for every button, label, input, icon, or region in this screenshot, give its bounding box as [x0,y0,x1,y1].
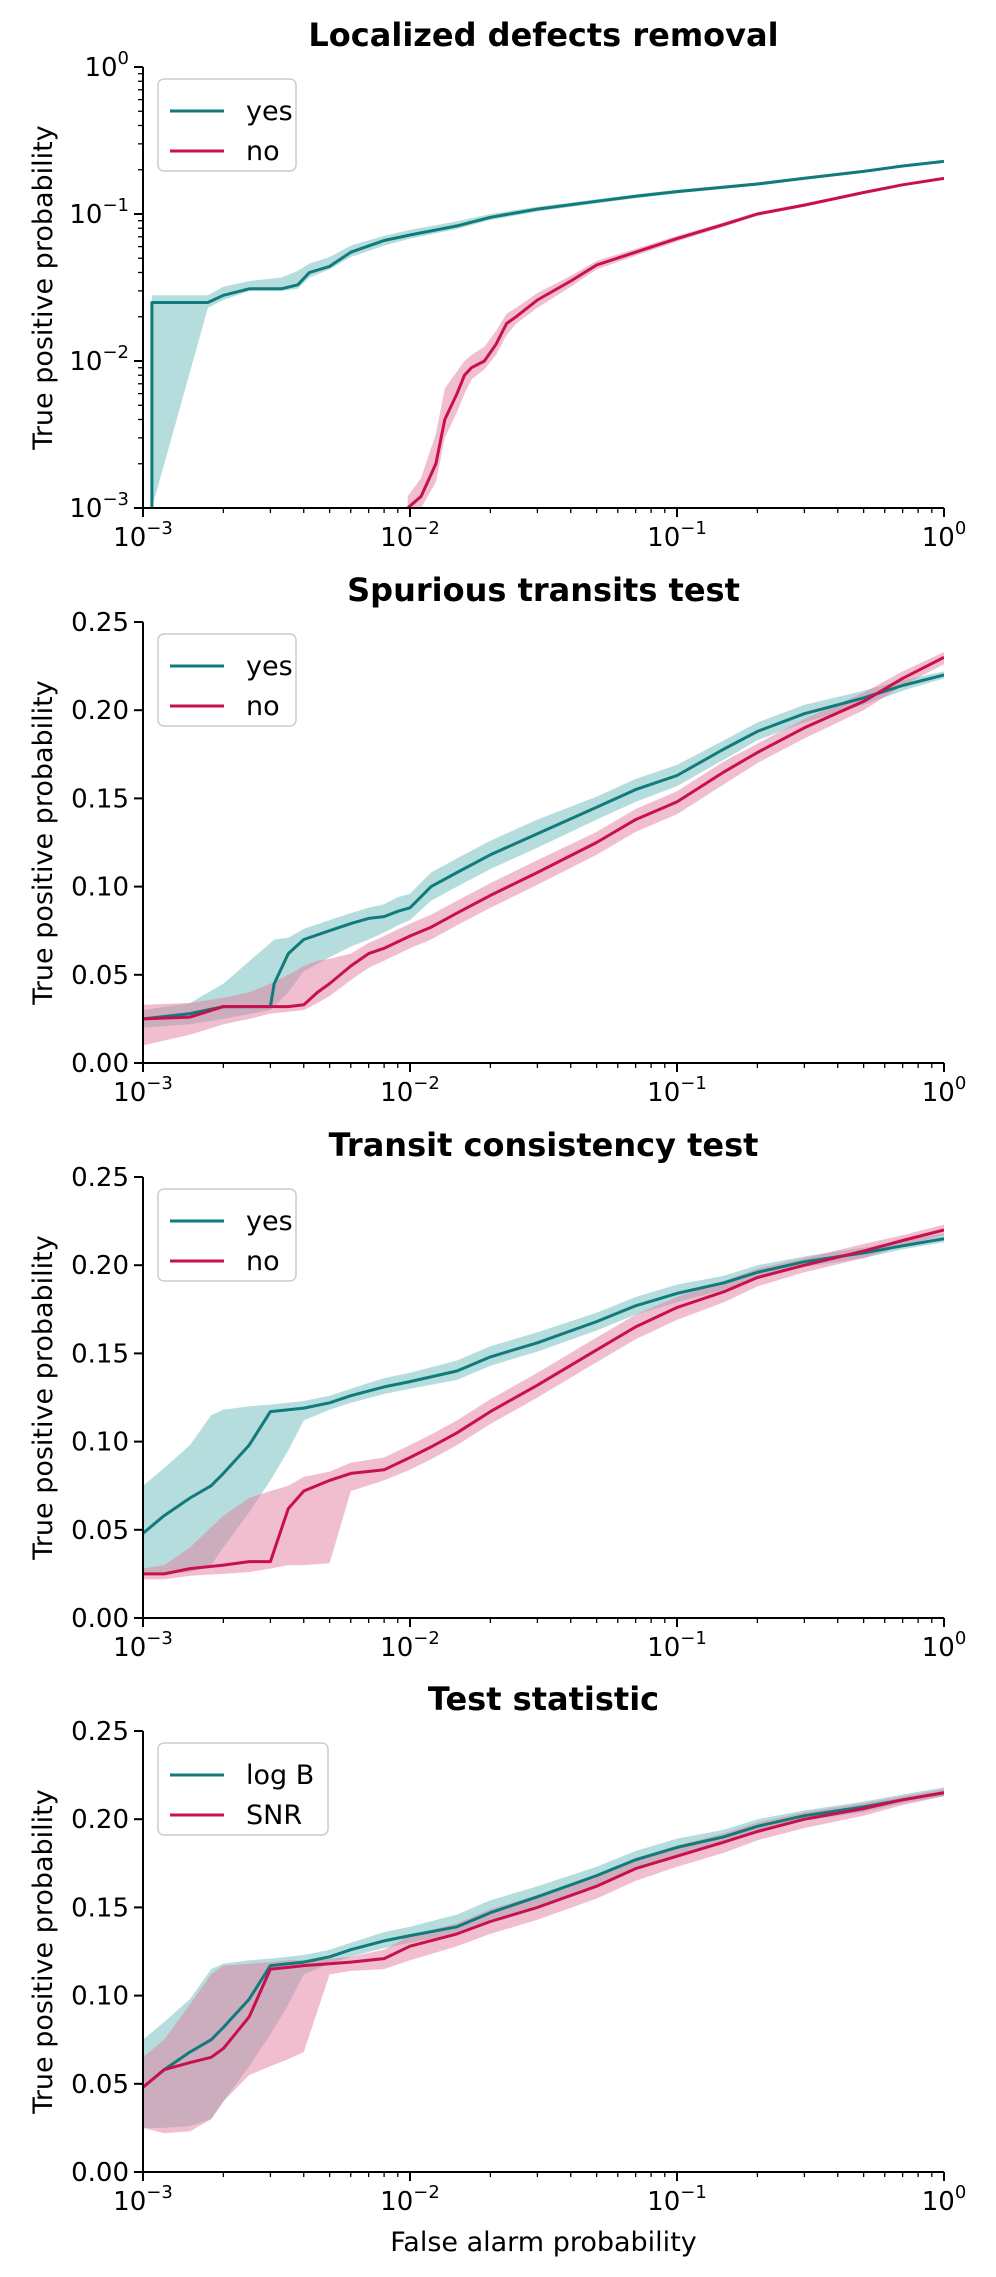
chart-title: Transit consistency test [329,1126,759,1164]
legend: yes no [157,633,297,727]
y-tick-label: 0.10 [71,1982,129,2012]
y-tick-label: 0.00 [71,1604,129,1634]
x-tick-label: 100 [922,1628,967,1663]
x-tick-label: 10−3 [113,1628,173,1663]
legend: yes no [157,78,297,172]
y-tick-label: 0.15 [71,784,129,814]
legend-box [157,1742,329,1836]
x-tick-label: 10−1 [647,1073,707,1108]
y-tick-label: 0.20 [71,1805,129,1835]
x-tick-label: 10−2 [380,1628,440,1663]
x-tick-label: 100 [922,1073,967,1108]
y-tick-label: 0.25 [71,608,129,638]
band-no [143,1224,944,1580]
x-tick-label: 10−2 [380,2182,440,2217]
y-tick-label: 0.10 [71,873,129,903]
legend-label-snr: SNR [246,1800,302,1831]
chart-panel-3: 10−3 10−2 10−1 100 0.00 0.05 0.10 0.15 0.20 0.25 T… [28,1126,966,1663]
series-line-log-b [143,1791,944,2089]
y-tick-label: 10−3 [69,489,129,524]
x-tick-label: 100 [922,2182,967,2217]
y-axis-label: True positive probability [28,1235,59,1560]
series-line-yes [143,673,944,1021]
legend-label-yes: yes [246,96,293,127]
y-tick-label: 100 [84,48,129,83]
legend-label-no: no [246,691,280,722]
x-tick-label: 10−1 [647,2182,707,2217]
series-line-yes [150,159,944,508]
band-yes [143,671,944,1028]
y-axis-label: True positive probability [28,680,59,1005]
x-axis-label: False alarm probability [390,2227,697,2258]
legend: log B SNR [157,1742,329,1836]
legend-label-no: no [246,1246,280,1277]
y-tick-label: 0.05 [71,961,129,991]
legend-box [157,78,297,172]
x-tick-label: 10−1 [647,1628,707,1663]
series-line-yes [143,1237,944,1535]
x-tick-label: 10−3 [113,1073,173,1108]
x-tick-label: 10−2 [380,518,440,553]
y-tick-label: 10−2 [69,342,129,377]
chart-panel-4: 10−3 10−2 10−1 100 0.00 0.05 0.10 0.15 0.20 0.25 T… [28,1680,966,2258]
y-tick-label: 0.10 [71,1428,129,1458]
y-tick-label: 0.05 [71,2070,129,2100]
chart-title: Test statistic [428,1680,659,1718]
legend-box [157,1188,297,1282]
legend-label-yes: yes [246,1206,293,1237]
x-tick-label: 10−2 [380,1073,440,1108]
band-no [407,177,944,508]
y-tick-label: 0.05 [71,1516,129,1546]
legend-box [157,633,297,727]
x-tick-label: 10−1 [647,518,707,553]
y-tick-label: 10−1 [69,195,129,230]
series-line-no [143,1228,944,1576]
legend-label-log-b: log B [246,1760,314,1791]
y-axis-label: True positive probability [28,125,59,450]
y-tick-label: 0.00 [71,1049,129,1079]
y-tick-label: 0.25 [71,1163,129,1193]
chart-title: Localized defects removal [308,16,778,54]
series-line-no [406,176,944,508]
y-tick-label: 0.20 [71,696,129,726]
chart-panel-2: 10−3 10−2 10−1 100 0.00 0.05 0.10 0.15 0.20 0.25 S… [28,571,966,1108]
chart-panel-1: 10−3 10−2 10−1 100 10−3 10−2 10−1 100 Localized … [28,16,966,553]
chart-title: Spurious transits test [347,571,740,609]
y-tick-label: 0.20 [71,1251,129,1281]
legend: yes no [157,1188,297,1282]
y-tick-label: 0.00 [71,2158,129,2188]
series-line-no [143,655,944,1021]
band-log-b [143,1787,944,2128]
legend-label-yes: yes [246,651,293,682]
x-tick-label: 10−3 [113,518,173,553]
legend-label-no: no [246,136,280,167]
x-tick-label: 100 [922,518,967,553]
y-axis-label: True positive probability [28,1789,59,2114]
x-tick-label: 10−3 [113,2182,173,2217]
y-tick-label: 0.15 [71,1893,129,1923]
series-line-snr [143,1791,944,2089]
y-tick-label: 0.15 [71,1339,129,1369]
y-tick-label: 0.25 [71,1717,129,1747]
band-yes [151,160,944,508]
